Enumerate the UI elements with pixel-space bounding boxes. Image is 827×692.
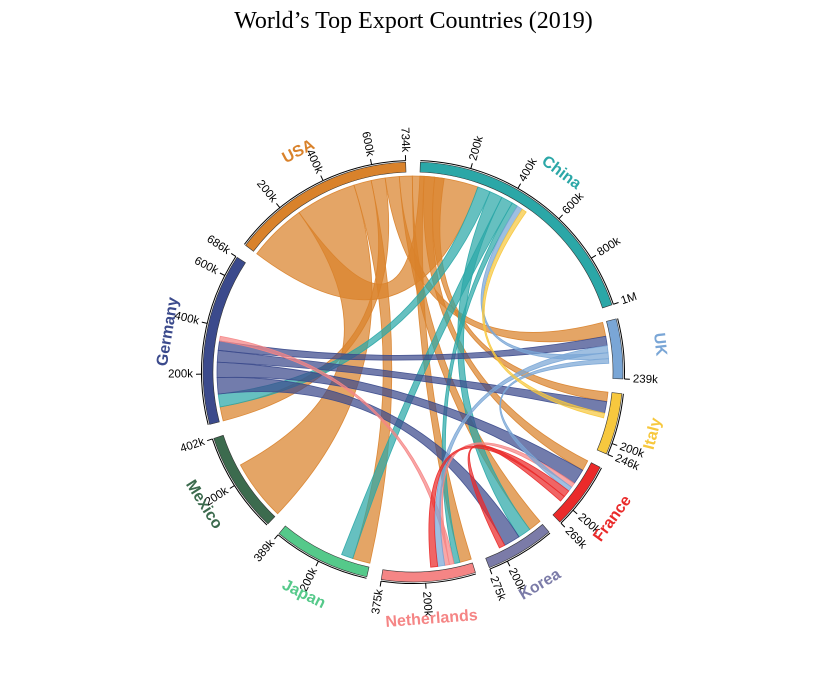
group-label-korea: Korea	[516, 566, 564, 604]
ribbon-germany-to-korea[interactable]	[216, 377, 520, 546]
group-axis-italy	[607, 393, 624, 455]
group-arc-mexico[interactable]	[213, 434, 276, 525]
tick-label-germany-3: 686k	[205, 233, 233, 257]
group-label-netherlands: Netherlands	[385, 607, 479, 631]
group-axis-usa	[243, 160, 406, 245]
tick-mark-germany-1	[201, 321, 208, 324]
ribbon-uk-to-france[interactable]	[499, 358, 610, 492]
tick-label-germany-0: 200k	[168, 368, 193, 380]
group-arc-italy[interactable]	[596, 392, 623, 455]
tick-mark-france-1	[560, 522, 566, 528]
tick-mark-france-0	[572, 509, 578, 515]
tick-label-japan-1: 389k	[252, 537, 277, 564]
tick-label-germany-2: 600k	[192, 255, 220, 277]
group-arc-france[interactable]	[552, 462, 601, 523]
tick-label-china-4: 1M	[619, 291, 638, 307]
tick-mark-netherlands-1	[379, 580, 382, 587]
tick-mark-italy-0	[611, 443, 618, 446]
ribbon-uk-to-china[interactable]	[480, 205, 609, 360]
ribbon-germany-to-italy[interactable]	[216, 349, 608, 414]
ribbon-usa-to-netherlands[interactable]	[411, 175, 472, 563]
tick-label-korea-1: 275k	[487, 575, 507, 603]
tick-label-germany-1: 400k	[173, 310, 200, 327]
group-arc-netherlands[interactable]	[380, 562, 476, 583]
group-axis-uk	[617, 318, 625, 380]
tick-mark-usa-0	[275, 203, 281, 208]
group-label-uk: UK	[650, 332, 670, 357]
ribbon-usa-to-italy[interactable]	[432, 176, 609, 403]
tick-mark-china-2	[558, 214, 563, 220]
tick-label-usa-3: 734k	[398, 127, 411, 153]
tick-label-usa-0: 200k	[254, 178, 279, 205]
tick-mark-usa-1	[320, 175, 324, 181]
tick-mark-china-3	[591, 254, 597, 259]
tick-label-netherlands-1: 375k	[370, 588, 386, 615]
group-label-mexico: Mexico	[182, 477, 226, 532]
group-arc-germany[interactable]	[202, 256, 246, 425]
tick-label-usa-2: 600k	[359, 131, 376, 158]
tick-mark-mexico-0	[229, 485, 235, 489]
ribbon-china-to-japan[interactable]	[341, 196, 513, 560]
tick-mark-china-0	[470, 163, 473, 169]
group-arc-japan[interactable]	[278, 525, 370, 578]
group-label-france: France	[590, 492, 635, 544]
ribbon-china-to-germany[interactable]	[217, 186, 491, 408]
tick-label-france-1: 269k	[563, 525, 589, 551]
tick-label-china-2: 600k	[560, 190, 586, 217]
tick-mark-mexico-1	[207, 438, 213, 442]
ribbon-china-to-netherlands[interactable]	[441, 202, 518, 565]
tick-mark-korea-1	[489, 568, 493, 575]
chart-title: World’s Top Export Countries (2019)	[234, 8, 593, 34]
group-label-china: China	[538, 153, 584, 193]
tick-label-china-0: 200k	[467, 135, 485, 163]
tick-mark-usa-2	[370, 159, 373, 165]
ribbon-france-to-korea[interactable]	[467, 444, 565, 549]
tick-mark-japan-0	[315, 560, 319, 567]
group-axis-china	[420, 160, 614, 305]
group-axis-france	[560, 467, 602, 524]
tick-label-china-3: 800k	[595, 235, 623, 259]
ribbon-italy-to-china[interactable]	[482, 208, 606, 419]
tick-label-uk-0: 239k	[633, 373, 659, 386]
group-arc-uk[interactable]	[606, 318, 624, 380]
tick-mark-italy-1	[607, 454, 614, 458]
tick-mark-germany-3	[230, 253, 237, 257]
tick-mark-germany-2	[219, 272, 226, 276]
group-arc-china[interactable]	[419, 161, 613, 309]
tick-label-china-1: 400k	[517, 156, 540, 184]
group-axis-netherlands	[380, 573, 477, 584]
tick-mark-china-4	[613, 302, 619, 305]
ribbon-usa-to-germany[interactable]	[219, 177, 389, 422]
group-axis-germany	[201, 256, 237, 425]
group-arc-usa[interactable]	[245, 161, 407, 252]
group-arc-layer	[201, 160, 625, 584]
group-arc-korea[interactable]	[485, 523, 550, 569]
group-axis-korea	[489, 532, 551, 570]
tick-label-mexico-1: 402k	[179, 436, 207, 455]
ribbon-germany-to-france[interactable]	[216, 361, 584, 484]
ribbon-layer	[216, 175, 610, 568]
group-label-germany: Germany	[154, 296, 182, 367]
tick-label-netherlands-0: 200k	[420, 591, 433, 617]
group-label-italy: Italy	[641, 416, 665, 451]
group-axis-japan	[277, 534, 367, 579]
tick-mark-china-1	[517, 183, 522, 189]
tick-mark-korea-0	[506, 561, 511, 567]
tick-mark-japan-1	[274, 534, 279, 540]
group-axis-mexico	[211, 438, 268, 526]
